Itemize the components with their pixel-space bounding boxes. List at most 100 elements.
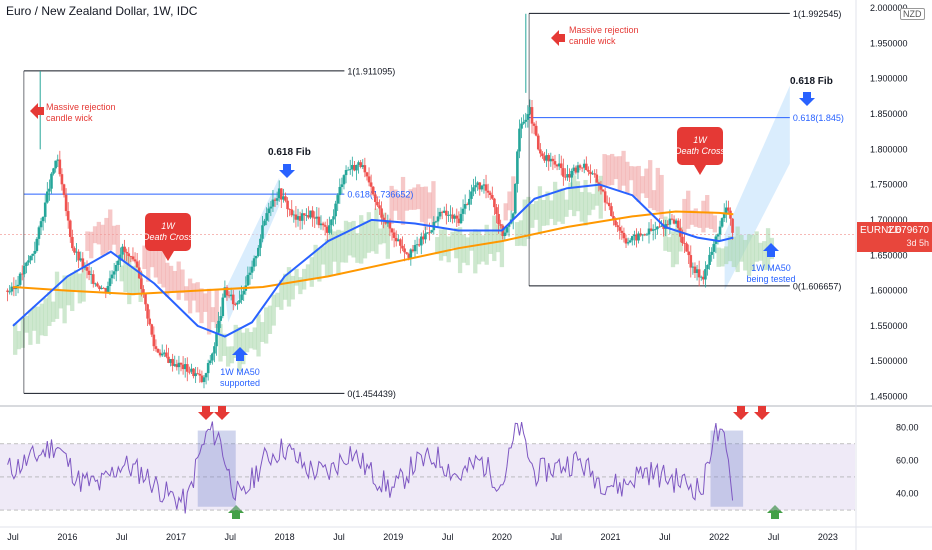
- cloud-segment: [716, 247, 721, 267]
- candle-body: [649, 228, 653, 231]
- candle-body: [27, 260, 30, 263]
- cloud-segment: [172, 270, 178, 293]
- candle-body: [442, 210, 446, 213]
- candle-body: [271, 199, 275, 207]
- cloud-segment: [518, 220, 524, 246]
- candle-body: [440, 211, 444, 213]
- candle-body: [645, 234, 649, 236]
- candle-body: [240, 294, 243, 301]
- price-axis-tick: 1.750000: [870, 180, 908, 190]
- candle-body: [576, 165, 580, 173]
- currency-label: NZD: [900, 8, 925, 20]
- cloud-segment: [225, 346, 231, 367]
- cloud-segment: [575, 181, 581, 212]
- price-axis-tick: 1.850000: [870, 109, 908, 119]
- candle-body: [252, 258, 256, 267]
- cloud-segment: [340, 230, 345, 263]
- candle-body: [530, 107, 534, 124]
- cloud-segment: [492, 215, 497, 262]
- price-axis-tick: 1.950000: [870, 38, 908, 48]
- cloud-segment: [568, 182, 573, 210]
- candle-body: [651, 229, 655, 231]
- candle-body: [545, 155, 548, 161]
- candle-body: [131, 256, 135, 260]
- cloud-segment: [203, 293, 208, 312]
- cloud-segment: [324, 239, 330, 277]
- cloud-segment: [347, 222, 352, 256]
- candle-body: [574, 167, 578, 173]
- cloud-segment: [564, 199, 569, 217]
- cloud-segment: [545, 191, 550, 226]
- candle-body: [223, 287, 227, 298]
- candle-body: [633, 234, 636, 237]
- candle-body: [681, 236, 684, 244]
- death-cross-pointer: [694, 165, 706, 175]
- cloud-segment: [617, 156, 622, 191]
- death-cross-label: 1W Death Cross: [143, 221, 194, 242]
- cloud-segment: [522, 199, 527, 247]
- candle-body: [18, 273, 22, 285]
- candle-body: [181, 364, 185, 370]
- cloud-segment: [651, 190, 657, 211]
- candle-body: [133, 259, 137, 262]
- candle-body: [658, 226, 661, 228]
- candle-body: [405, 252, 408, 254]
- candle-body: [470, 191, 473, 199]
- cloud-segment: [336, 229, 341, 276]
- candle-body: [482, 184, 486, 186]
- candle-body: [486, 190, 490, 193]
- candle-body: [635, 234, 638, 241]
- cloud-segment: [47, 292, 52, 326]
- candle-body: [340, 184, 344, 187]
- candle-body: [507, 223, 511, 227]
- time-axis-tick: 2017: [166, 532, 186, 542]
- cloud-segment: [302, 268, 307, 290]
- candle-body: [428, 232, 431, 234]
- candle-body: [302, 213, 306, 216]
- candle-body: [309, 210, 312, 218]
- cloud-segment: [537, 186, 543, 235]
- candle-body: [198, 373, 202, 376]
- candle-body: [77, 251, 80, 261]
- candle-body: [511, 213, 515, 220]
- cloud-segment: [648, 160, 653, 209]
- cloud-segment: [629, 166, 634, 181]
- cloud-segment: [184, 286, 189, 301]
- time-axis-tick: Jul: [7, 532, 19, 542]
- candle-body: [121, 246, 124, 255]
- cloud-segment: [100, 224, 105, 256]
- candle-body: [403, 248, 406, 253]
- fib-level-label: 1(1.911095): [347, 66, 395, 76]
- candle-body: [674, 220, 678, 224]
- candle-body: [177, 362, 181, 368]
- cloud-segment: [701, 200, 706, 233]
- candle-body: [417, 244, 421, 246]
- fib-level-label: 0(1.606657): [793, 281, 842, 291]
- cloud-segment: [85, 231, 90, 251]
- candle-body: [697, 269, 701, 278]
- candle-body: [148, 318, 151, 325]
- cloud-segment: [108, 209, 113, 251]
- candle-body: [66, 211, 70, 221]
- candle-body: [140, 278, 143, 290]
- rsi-top-arrow: [754, 406, 770, 420]
- rsi-highlight-box: [710, 430, 744, 507]
- candle-body: [8, 291, 11, 293]
- candle-body: [399, 239, 402, 246]
- candle-body: [114, 265, 118, 272]
- death-cross-pointer: [162, 251, 174, 261]
- cloud-segment: [317, 248, 322, 282]
- rsi-top-arrow: [733, 406, 749, 420]
- price-tag-price: 1.679670: [887, 225, 929, 236]
- candle-body: [612, 216, 615, 221]
- candle-body: [488, 192, 492, 195]
- candle-body: [497, 214, 500, 225]
- candle-body: [169, 358, 172, 363]
- candle-body: [94, 283, 97, 285]
- candle-body: [463, 204, 467, 209]
- cloud-segment: [587, 192, 592, 216]
- cloud-segment: [697, 211, 702, 228]
- cloud-segment: [514, 222, 520, 246]
- candle-body: [300, 213, 304, 221]
- price-axis-tick: 1.900000: [870, 74, 908, 84]
